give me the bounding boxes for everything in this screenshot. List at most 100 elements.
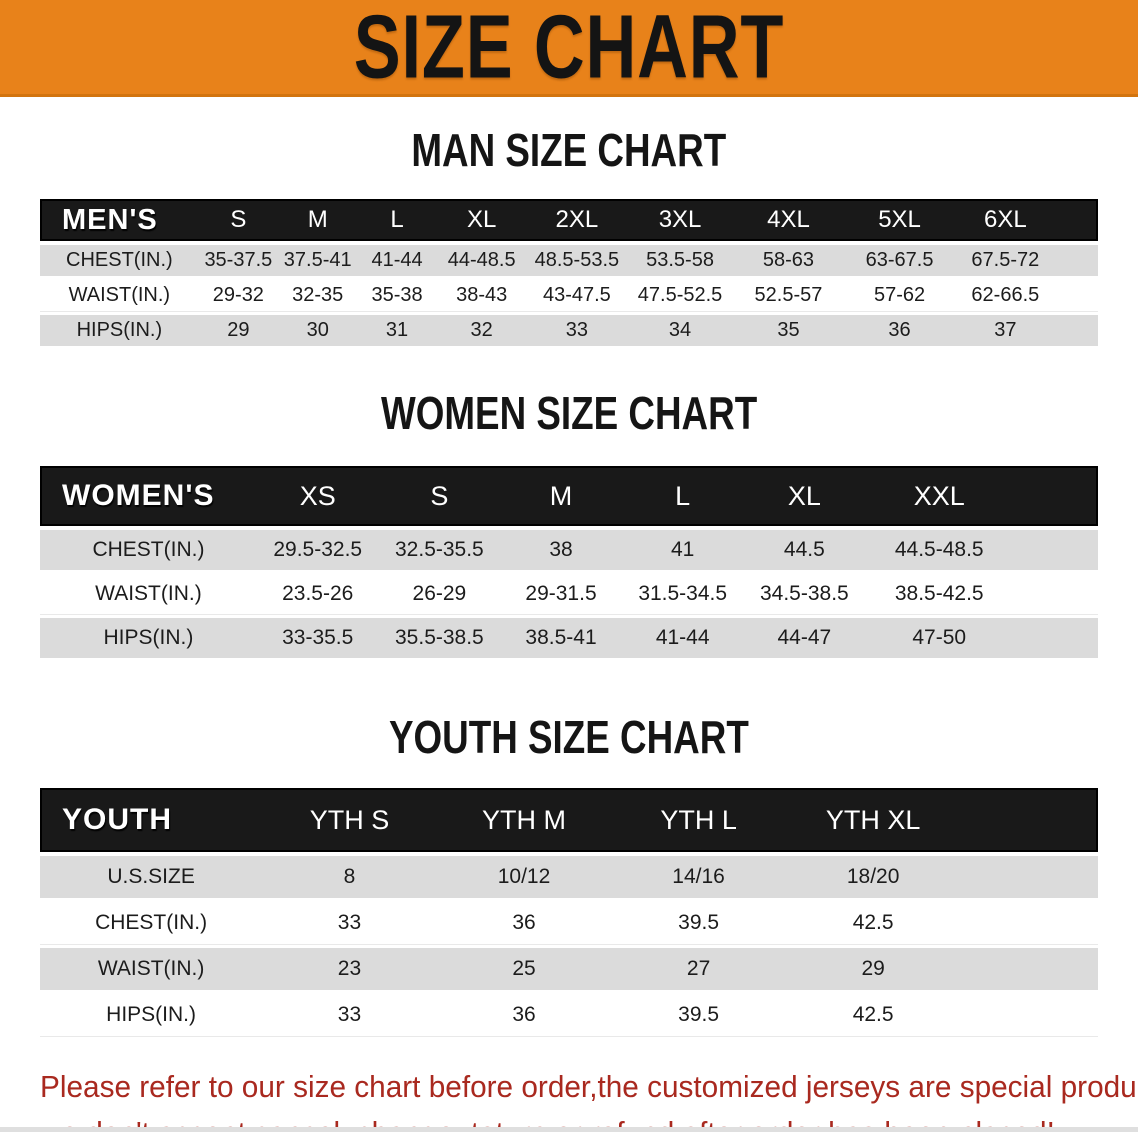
size-column-header: XS bbox=[256, 466, 379, 526]
spacer-cell bbox=[960, 902, 1098, 944]
measure-row-label: WAIST(IN.) bbox=[97, 957, 205, 980]
youth-table-title: YOUTH bbox=[40, 788, 263, 852]
measure-value-cell: 38.5-41 bbox=[525, 626, 597, 649]
youth-ussize-row: U.S.SIZE 8 10/12 14/16 18/20 bbox=[40, 856, 1098, 898]
women-table-header-row: WOMEN'S XS S M L XL XXL bbox=[40, 466, 1098, 526]
men-size-table: MEN'S S M L XL 2XL 3XL 4XL 5XL 6XL CHEST… bbox=[40, 195, 1098, 350]
size-column-header: M bbox=[500, 466, 622, 526]
size-column-header: XL bbox=[743, 466, 866, 526]
women-chest-row: CHEST(IN.) 29.5-32.5 32.5-35.5 38 41 44.… bbox=[40, 530, 1098, 570]
measure-value-cell: 32.5-35.5 bbox=[395, 538, 484, 561]
size-column-header: YTH M bbox=[436, 788, 612, 852]
notice-line-1: Please refer to our size chart before or… bbox=[40, 1069, 1138, 1104]
men-heading-text: MAN SIZE CHART bbox=[411, 124, 727, 176]
size-column-header: YTH S bbox=[262, 788, 437, 852]
measure-value-cell: 52.5-57 bbox=[754, 284, 823, 306]
measure-value-cell: 37.5-41 bbox=[283, 249, 352, 271]
size-column-header: 6XL bbox=[955, 199, 1056, 241]
men-waist-row: WAIST(IN.) 29-32 32-35 35-38 38-43 43-47… bbox=[40, 280, 1098, 311]
measure-value-cell: 36 bbox=[888, 319, 911, 341]
measure-value-cell: 36 bbox=[512, 911, 536, 934]
measure-value-cell: 29 bbox=[861, 957, 885, 980]
measure-value-cell: 41 bbox=[671, 538, 695, 561]
youth-table-header-row: YOUTH YTH S YTH M YTH L YTH XL bbox=[40, 788, 1098, 852]
men-hips-row: HIPS(IN.) 29 30 31 32 33 34 35 36 37 bbox=[40, 315, 1098, 346]
measure-row-label: HIPS(IN.) bbox=[76, 319, 163, 341]
size-column-header: S bbox=[198, 199, 279, 241]
measure-value-cell: 34 bbox=[668, 319, 692, 341]
measure-row-label: WAIST(IN.) bbox=[95, 582, 202, 605]
size-column-header: YTH L bbox=[611, 788, 786, 852]
measure-value-cell: 44.5 bbox=[783, 538, 825, 561]
size-column-header: S bbox=[378, 466, 501, 526]
measure-value-cell: 44-47 bbox=[777, 626, 832, 649]
measure-value-cell: 38.5-42.5 bbox=[894, 582, 984, 605]
measure-value-cell: 38-43 bbox=[456, 284, 508, 306]
measure-value-cell: 38 bbox=[549, 538, 573, 561]
measure-value-cell: 44.5-48.5 bbox=[894, 538, 984, 561]
measure-value-cell: 26-29 bbox=[412, 582, 467, 605]
youth-chest-row: CHEST(IN.) 33 36 39.5 42.5 bbox=[40, 902, 1098, 944]
spacer-cell bbox=[1013, 530, 1098, 570]
measure-value-cell: 23.5-26 bbox=[282, 582, 354, 605]
youth-hips-row: HIPS(IN.) 33 36 39.5 42.5 bbox=[40, 994, 1098, 1036]
size-column-header: YTH XL bbox=[785, 788, 961, 852]
measure-value-cell: 41-44 bbox=[371, 249, 423, 271]
youth-section-heading: YOUTH SIZE CHART bbox=[0, 714, 1138, 760]
measure-value-cell: 36 bbox=[512, 1003, 536, 1026]
size-column-header: XL bbox=[436, 199, 527, 241]
youth-size-table: YOUTH YTH S YTH M YTH L YTH XL U.S.SIZE … bbox=[40, 784, 1098, 1040]
measure-value-cell: 35.5-38.5 bbox=[395, 626, 484, 649]
women-size-table: WOMEN'S XS S M L XL XXL CHEST(IN.) 29.5-… bbox=[40, 462, 1098, 662]
spacer-cell bbox=[1056, 245, 1098, 276]
measure-value-cell: 33 bbox=[337, 911, 362, 934]
spacer-cell bbox=[1013, 574, 1098, 614]
measure-value-cell: 8 bbox=[343, 865, 356, 888]
measure-value-cell: 35-38 bbox=[371, 284, 423, 306]
page-title: SIZE CHART bbox=[353, 0, 785, 97]
size-column-header: 2XL bbox=[526, 199, 628, 241]
size-column-header: 5XL bbox=[844, 199, 956, 241]
measure-value-cell: 53.5-58 bbox=[646, 249, 714, 271]
measure-value-cell: 29.5-32.5 bbox=[273, 538, 363, 561]
measure-value-cell: 67.5-72 bbox=[971, 249, 1040, 271]
measure-value-cell: 23 bbox=[337, 957, 362, 980]
measure-value-cell: 47.5-52.5 bbox=[637, 284, 723, 306]
women-hips-row: HIPS(IN.) 33-35.5 35.5-38.5 38.5-41 41-4… bbox=[40, 618, 1098, 658]
measure-value-cell: 48.5-53.5 bbox=[534, 249, 620, 271]
measure-value-cell: 35-37.5 bbox=[204, 249, 273, 271]
measure-value-cell: 33-35.5 bbox=[282, 626, 354, 649]
measure-value-cell: 14/16 bbox=[672, 865, 725, 888]
spacer-cell bbox=[960, 948, 1098, 990]
men-chest-row: CHEST(IN.) 35-37.5 37.5-41 41-44 44-48.5… bbox=[40, 245, 1098, 276]
women-table-title: WOMEN'S bbox=[40, 466, 257, 526]
size-column-header: L bbox=[621, 466, 744, 526]
measure-value-cell: 57-62 bbox=[873, 284, 926, 306]
measure-value-cell: 42.5 bbox=[852, 911, 894, 934]
measure-value-cell: 39.5 bbox=[678, 911, 720, 934]
measure-row-label: CHEST(IN.) bbox=[95, 911, 208, 934]
measure-row-label: CHEST(IN.) bbox=[92, 538, 205, 561]
spacer-cell bbox=[1056, 280, 1098, 311]
size-column-header: M bbox=[278, 199, 358, 241]
measure-value-cell: 32-35 bbox=[292, 284, 344, 306]
size-column-header: L bbox=[357, 199, 437, 241]
measure-value-cell: 41-44 bbox=[655, 626, 710, 649]
measure-value-cell: 39.5 bbox=[678, 1003, 720, 1026]
measure-value-cell: 34.5-38.5 bbox=[759, 582, 849, 605]
spacer-cell bbox=[960, 856, 1098, 898]
measure-value-cell: 29-31.5 bbox=[525, 582, 597, 605]
measure-value-cell: 25 bbox=[512, 957, 536, 980]
measure-value-cell: 31.5-34.5 bbox=[638, 582, 728, 605]
women-section-heading: WOMEN SIZE CHART bbox=[0, 390, 1138, 436]
measure-value-cell: 62-66.5 bbox=[971, 284, 1040, 306]
measure-value-cell: 29 bbox=[227, 319, 250, 341]
measure-value-cell: 58-63 bbox=[762, 249, 815, 271]
measure-value-cell: 32 bbox=[470, 319, 493, 341]
spacer-cell bbox=[960, 994, 1098, 1036]
women-waist-row: WAIST(IN.) 23.5-26 26-29 29-31.5 31.5-34… bbox=[40, 574, 1098, 614]
spacer-cell bbox=[960, 788, 1098, 852]
measure-value-cell: 42.5 bbox=[852, 1003, 894, 1026]
measure-value-cell: 33 bbox=[337, 1003, 362, 1026]
